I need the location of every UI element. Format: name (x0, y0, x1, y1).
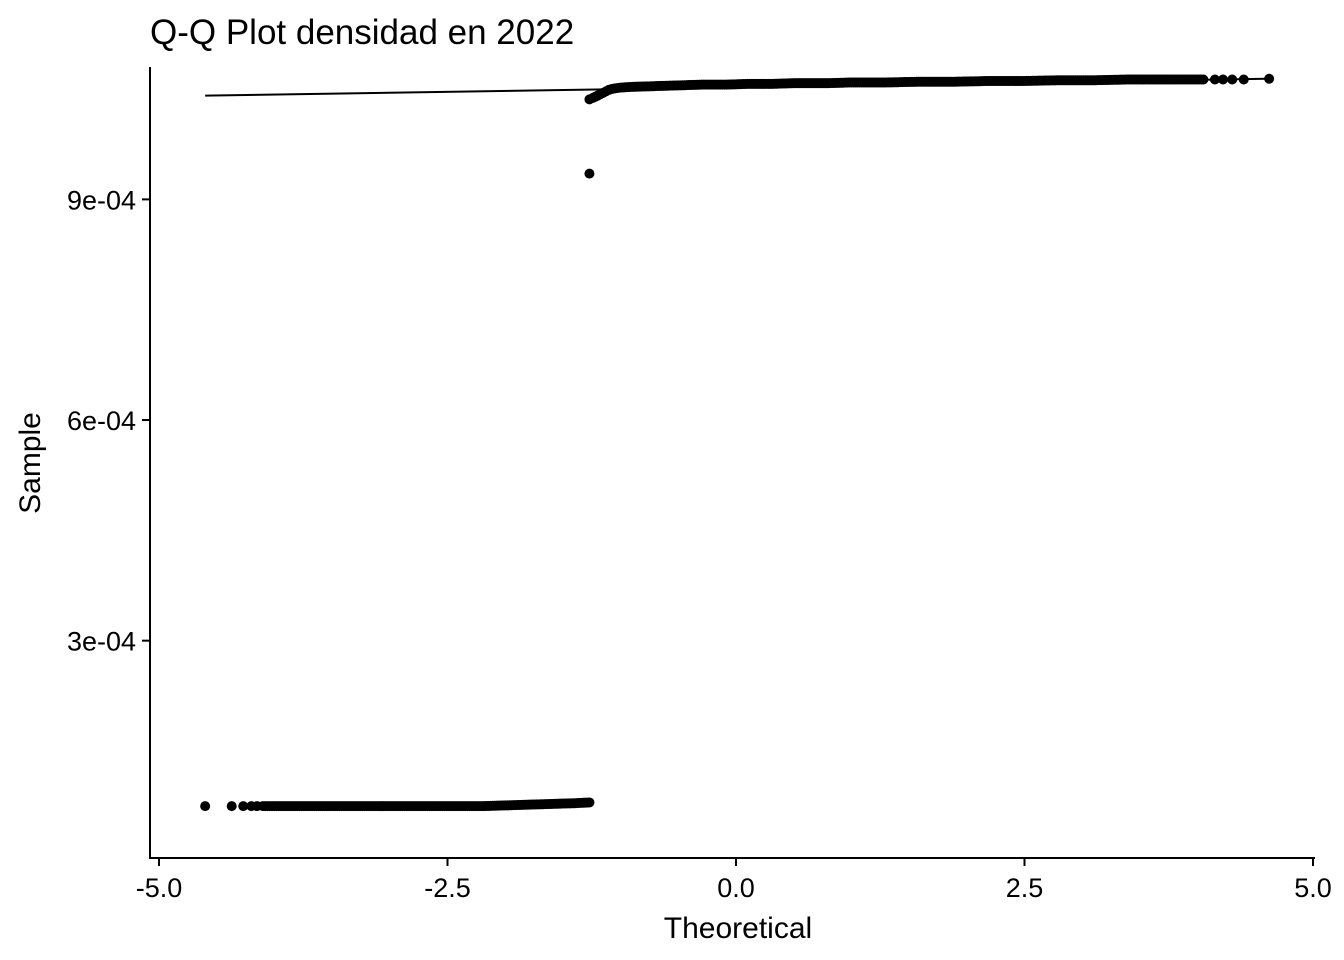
data-point (1238, 74, 1249, 85)
y-tick-label: 3e-04 (67, 627, 136, 657)
y-axis-ticks: 3e-04 6e-04 9e-04 (67, 185, 150, 657)
data-point (1217, 74, 1228, 85)
data-point (1264, 73, 1275, 84)
x-axis-title: Theoretical (664, 912, 812, 945)
y-tick-label: 6e-04 (67, 406, 136, 436)
data-point (1198, 74, 1209, 85)
data-point (238, 801, 249, 812)
x-tick-label: 2.5 (1006, 873, 1044, 903)
x-tick-label: -5.0 (136, 873, 183, 903)
x-tick-label: 0.0 (717, 873, 755, 903)
y-tick-label: 9e-04 (67, 185, 136, 215)
x-tick-label: 5.0 (1294, 873, 1332, 903)
data-point (584, 168, 595, 179)
data-point (200, 801, 211, 812)
x-tick-label: -2.5 (424, 873, 471, 903)
data-point (1227, 74, 1238, 85)
data-point (584, 797, 595, 808)
sample-points (200, 73, 1275, 812)
data-point (226, 801, 237, 812)
x-axis-ticks: -5.0 -2.5 0.0 2.5 5.0 (136, 858, 1332, 903)
chart-title: Q-Q Plot densidad en 2022 (150, 13, 574, 52)
data-point (1209, 74, 1220, 85)
y-axis-title: Sample (14, 412, 47, 514)
